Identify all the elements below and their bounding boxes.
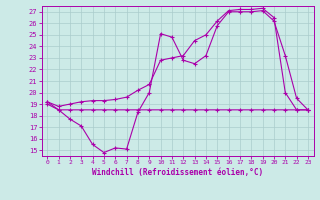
X-axis label: Windchill (Refroidissement éolien,°C): Windchill (Refroidissement éolien,°C) [92,168,263,177]
